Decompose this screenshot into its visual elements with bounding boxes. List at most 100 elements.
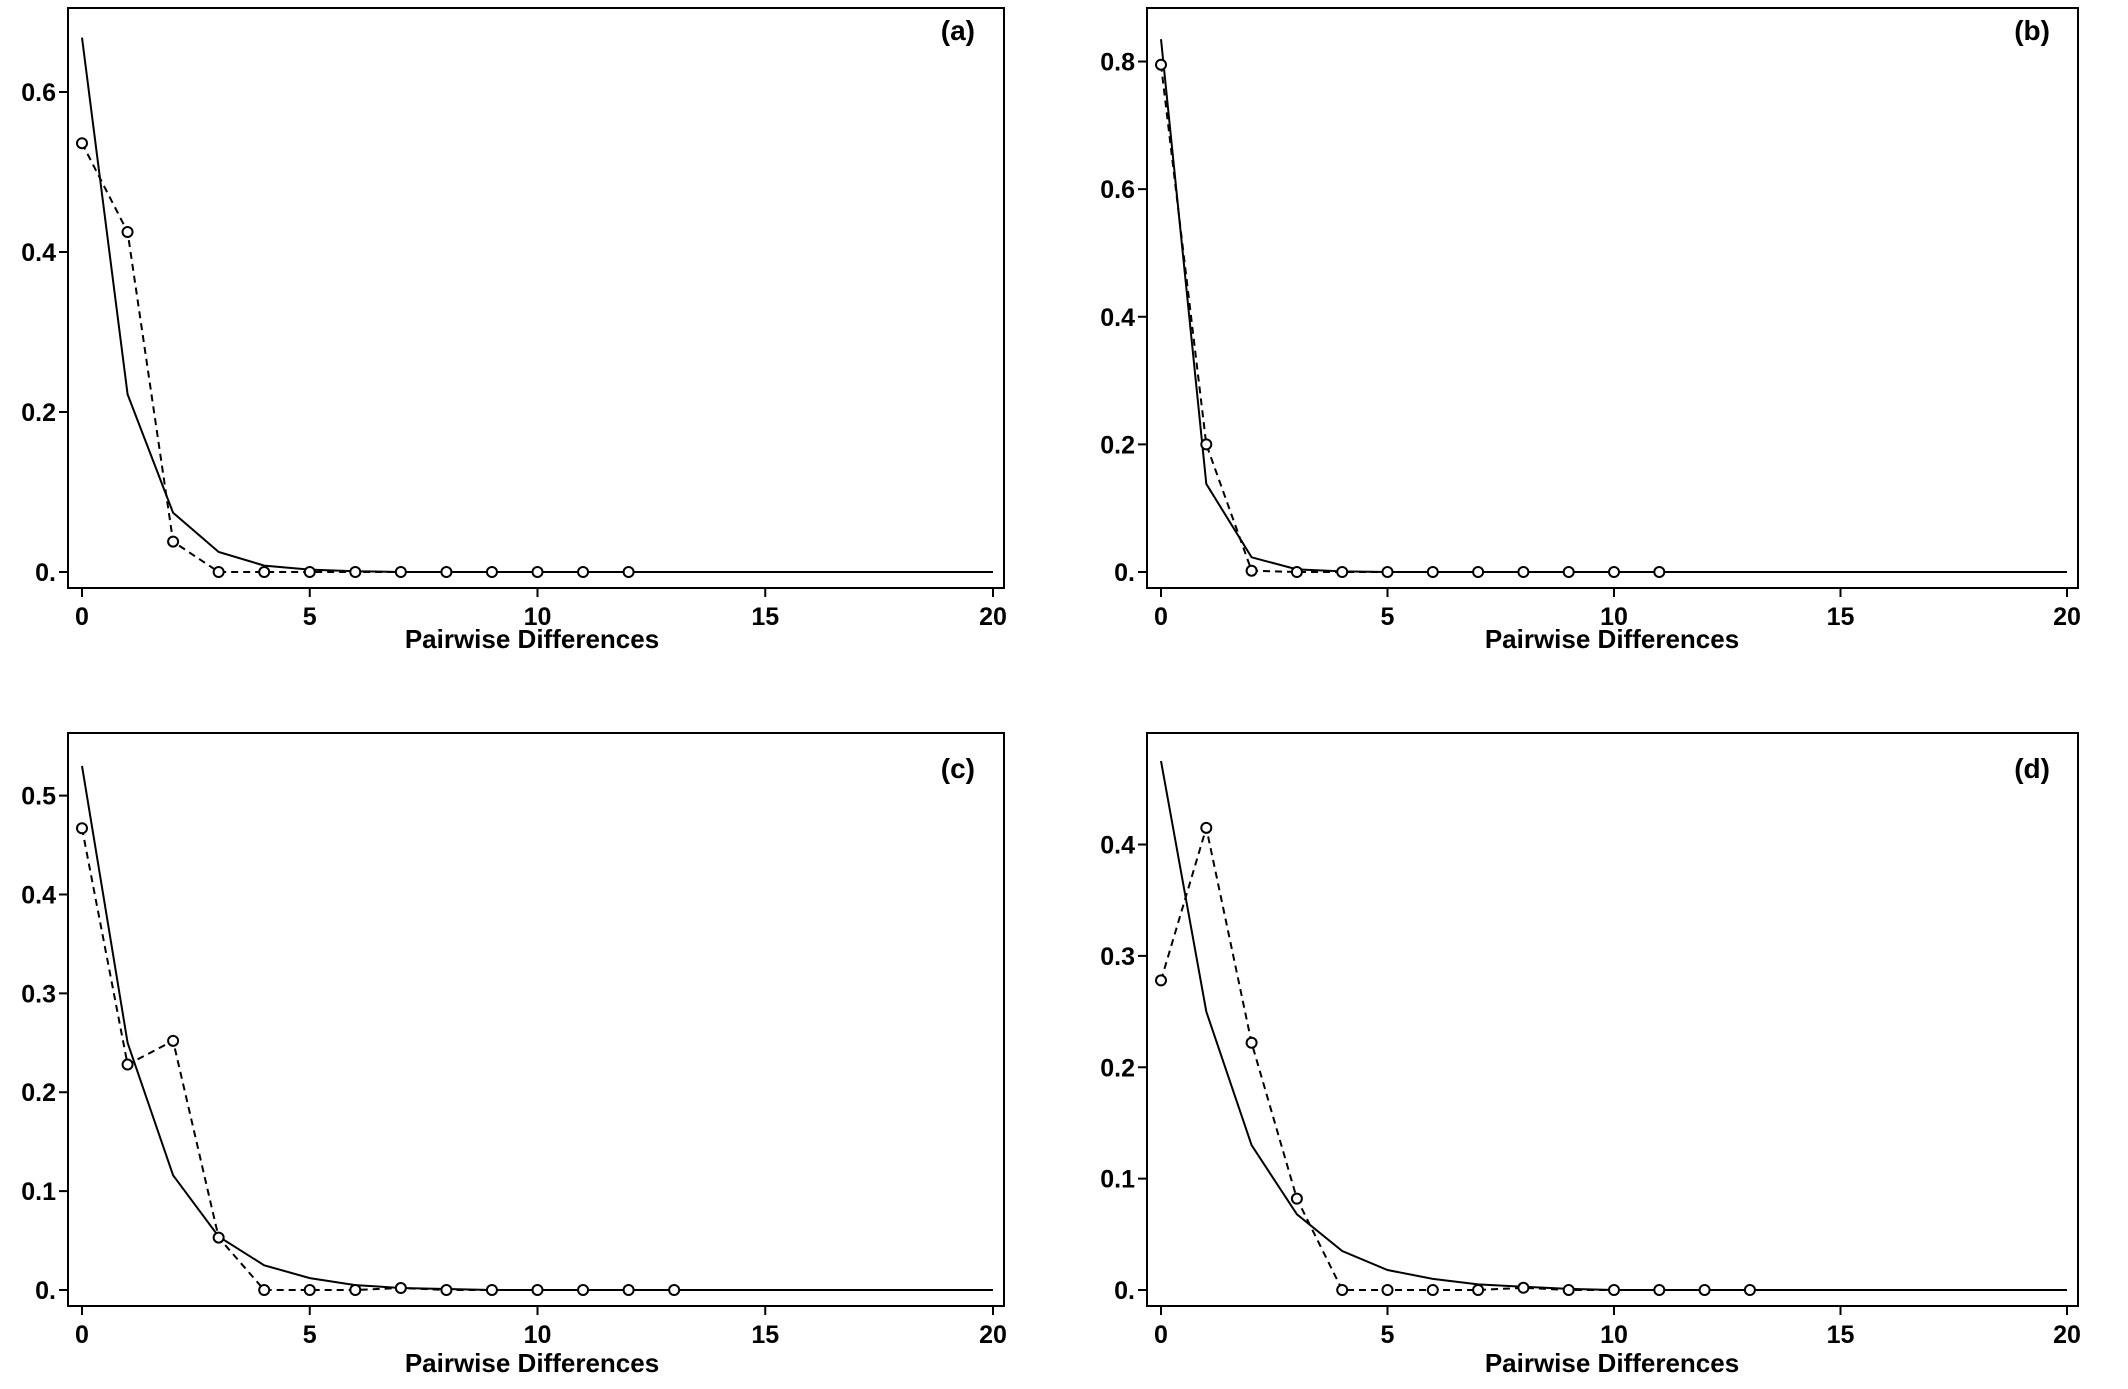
observed-series-line: [1160, 64, 1660, 573]
expected-series-line: [81, 37, 993, 573]
data-point: [622, 566, 635, 578]
x-tick-label: 5: [303, 1321, 317, 1349]
data-point: [349, 566, 362, 578]
data-point: [531, 566, 544, 578]
data-point: [76, 822, 88, 835]
data-point: [258, 566, 271, 578]
expected-series-line: [1160, 39, 2067, 573]
x-tick-label: 0: [1154, 1321, 1168, 1349]
y-tick-label: 0.4: [1100, 832, 1135, 860]
data-point: [1200, 821, 1213, 834]
x-tick-label: 10: [1600, 1321, 1628, 1349]
x-tick-label: 0: [1154, 603, 1168, 631]
x-tick-label: 10: [524, 603, 552, 631]
y-tick-label: 0.: [1114, 559, 1135, 587]
y-tick-label: 0.: [35, 559, 56, 587]
plot-frame: [1146, 7, 2079, 589]
x-axis-title: Pairwise Differences: [405, 624, 659, 654]
data-point: [1743, 1284, 1756, 1296]
data-point: [1290, 566, 1303, 578]
x-tick-label: 15: [1827, 603, 1855, 631]
plot-frame: [1146, 732, 2079, 1307]
data-point: [1336, 1284, 1349, 1296]
x-axis-title: Pairwise Differences: [1485, 1348, 1739, 1378]
data-point: [1517, 566, 1530, 578]
data-point: [1472, 1284, 1485, 1296]
data-point: [577, 1284, 590, 1296]
y-tick-label: 0.2: [1100, 431, 1135, 459]
data-point: [440, 566, 453, 578]
data-point: [1290, 1192, 1303, 1205]
data-point: [531, 1284, 544, 1296]
data-point: [1200, 438, 1213, 451]
chart-panel-d: 0 5 10 15 20 0. 0.1 0.2 0.3 0.4 Pairwise Differenc…: [1100, 732, 2081, 1378]
data-point: [121, 226, 134, 238]
data-point: [1608, 1284, 1620, 1296]
y-tick-label: 0.2: [21, 1079, 56, 1107]
y-tick-label: 0.6: [21, 79, 56, 107]
data-point: [1653, 566, 1666, 578]
x-tick-label: 20: [979, 603, 1007, 631]
panel-label: (d): [2014, 753, 2050, 784]
x-tick-label: 20: [2053, 1321, 2081, 1349]
observed-series-line: [1160, 827, 1750, 1291]
data-point: [212, 1231, 225, 1244]
x-tick-label: 10: [524, 1321, 552, 1349]
data-point: [1653, 1284, 1666, 1296]
data-point: [1426, 566, 1439, 578]
y-tick-label: 0.3: [1100, 943, 1135, 971]
data-point: [1245, 1036, 1258, 1049]
y-tick-label: 0.4: [21, 239, 56, 267]
x-tick-label: 5: [303, 603, 317, 631]
chart-panel-b: 0 5 10 15 20 0. 0.2 0.4 0.6 0.8 Pairwise Differenc…: [1100, 7, 2081, 654]
panel-label: (c): [941, 753, 975, 784]
data-point: [668, 1284, 681, 1296]
data-point: [167, 535, 180, 548]
x-tick-label: 5: [1381, 603, 1395, 631]
plot-frame: [67, 7, 1005, 589]
data-point: [349, 1284, 362, 1296]
x-tick-label: 0: [75, 1321, 89, 1349]
y-tick-label: 0.2: [21, 399, 56, 427]
data-point: [622, 1284, 635, 1296]
x-tick-label: 10: [1600, 603, 1628, 631]
data-point: [1562, 1284, 1575, 1296]
data-point: [1426, 1284, 1439, 1296]
x-axis-title: Pairwise Differences: [405, 1348, 659, 1378]
data-point: [1336, 566, 1349, 578]
y-tick-label: 0.1: [1100, 1166, 1135, 1194]
y-tick-label: 0.8: [1100, 49, 1135, 77]
y-tick-label: 0.3: [21, 980, 56, 1008]
observed-series-line: [81, 828, 675, 1291]
data-point: [303, 1284, 316, 1296]
expected-series-line: [81, 765, 993, 1291]
x-tick-label: 20: [979, 1321, 1007, 1349]
y-tick-label: 0.6: [1100, 176, 1135, 204]
x-tick-label: 5: [1381, 1321, 1395, 1349]
data-point: [1245, 564, 1258, 577]
x-tick-label: 15: [751, 603, 779, 631]
x-axis-title: Pairwise Differences: [1485, 624, 1739, 654]
x-tick-label: 0: [75, 603, 89, 631]
data-point: [1381, 566, 1394, 578]
data-point: [1155, 58, 1167, 71]
data-point: [485, 566, 498, 578]
data-point: [1472, 566, 1485, 578]
y-tick-label: 0.2: [1100, 1054, 1135, 1082]
data-point: [394, 1282, 407, 1295]
data-point: [1562, 566, 1575, 578]
x-tick-label: 20: [2053, 603, 2081, 631]
data-point: [1381, 1284, 1394, 1296]
data-point: [577, 566, 590, 578]
data-point: [1608, 566, 1620, 578]
data-point: [440, 1284, 453, 1296]
data-point: [76, 137, 88, 150]
data-point: [1698, 1284, 1711, 1296]
y-tick-label: 0.1: [21, 1178, 56, 1206]
data-point: [1155, 974, 1167, 987]
data-point: [485, 1284, 498, 1296]
data-point: [258, 1284, 271, 1296]
observed-series-line: [81, 142, 629, 573]
y-tick-label: 0.4: [1100, 304, 1135, 332]
